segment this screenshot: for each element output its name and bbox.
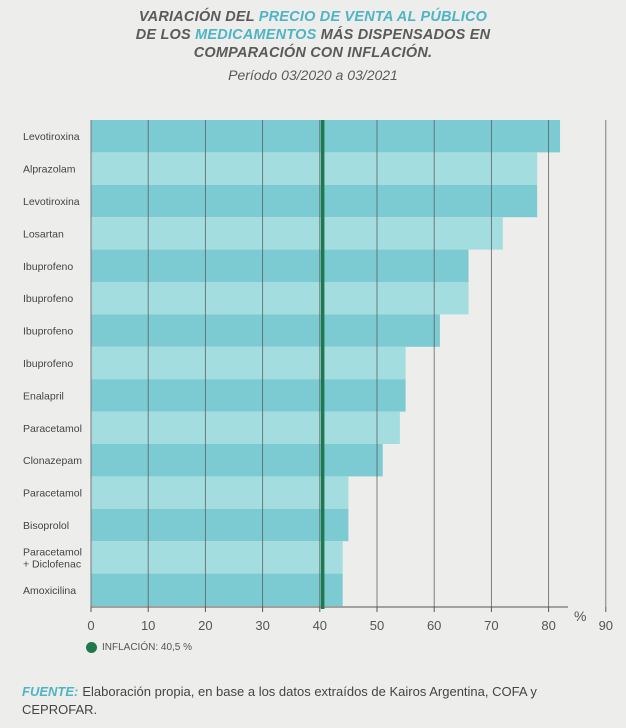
category-label: Amoxicilina [23, 585, 76, 597]
category-label: Levotiroxina [23, 196, 80, 208]
bar [91, 152, 538, 185]
inflation-legend-dot [86, 642, 97, 653]
category-label: Levotiroxina [23, 131, 80, 143]
title-line1-part1: VARIACIÓN DEL [138, 9, 259, 25]
title-line2-highlight: MEDICAMENTOS [195, 27, 317, 43]
inflation-legend-label: INFLACIÓN: 40,5 % [102, 642, 193, 653]
bar [91, 282, 469, 315]
category-label: Clonazepam [23, 455, 82, 467]
source-text: Elaboración propia, en base a los datos … [22, 684, 537, 717]
category-label: Paracetamol + Diclofenac [23, 546, 82, 570]
x-tick-label: 0 [87, 618, 94, 633]
x-unit-label: % [574, 608, 586, 624]
bar [91, 411, 400, 444]
source-note: FUENTE: Elaboración propia, en base a los… [22, 683, 612, 719]
bar [91, 346, 406, 380]
bar [91, 249, 469, 282]
title-line2-part2: MÁS DISPENSADOS EN [316, 27, 491, 43]
category-label: Paracetamol [23, 423, 82, 435]
bar [91, 314, 440, 347]
title-line2-part1: DE LOS [135, 27, 196, 43]
category-label: Ibuprofeno [23, 358, 73, 370]
x-tick-label: 70 [484, 618, 498, 633]
bar [91, 184, 538, 218]
x-tick-label: 80 [541, 618, 555, 633]
x-tick-label: 60 [427, 618, 441, 633]
category-label: Ibuprofeno [23, 261, 73, 273]
bar [91, 217, 503, 250]
legend: INFLACIÓN: 40,5 % [86, 642, 192, 653]
category-label: Losartan [23, 228, 64, 240]
x-tick-label: 10 [141, 618, 155, 633]
x-tick-label: 20 [198, 618, 212, 633]
bar [91, 379, 406, 412]
category-label: Paracetamol [23, 488, 82, 500]
source-label: FUENTE: [22, 684, 79, 699]
title-line3: COMPARACIÓN CON INFLACIÓN. [193, 45, 433, 61]
bar [91, 573, 343, 606]
title-line1-highlight: PRECIO DE VENTA AL PÚBLICO [258, 9, 488, 25]
category-label: Bisoprolol [23, 520, 69, 532]
category-label: Ibuprofeno [23, 326, 73, 338]
chart-subtitle: Período 03/2020 a 03/2021 [228, 67, 398, 83]
chart-title: VARIACIÓN DEL PRECIO DE VENTA AL PÚBLICO… [0, 8, 626, 62]
x-tick-label: 50 [370, 618, 384, 633]
bar [91, 476, 349, 509]
category-label: Alprazolam [23, 164, 76, 176]
x-tick-label: 40 [313, 618, 327, 633]
bar [91, 508, 349, 542]
x-tick-label: 90 [599, 618, 613, 633]
bar-chart: 0 10 20 30 40 50 60 70 80 90% Levotiroxina Alprazol… [23, 120, 613, 633]
bar [91, 444, 383, 477]
bar [91, 541, 343, 574]
category-label: Ibuprofeno [23, 293, 73, 305]
category-label: Enalapril [23, 390, 64, 402]
bar [91, 120, 561, 153]
x-tick-label: 30 [255, 618, 269, 633]
